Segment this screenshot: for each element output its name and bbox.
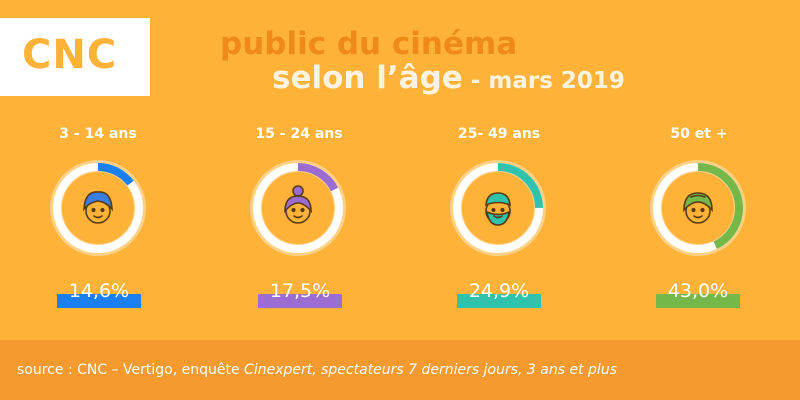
age-label-3-14: 3 - 14 ans — [59, 126, 137, 142]
pct-bar-3-14 — [57, 294, 141, 308]
chart-title-line2: selon l’âge - mars 2019 — [272, 60, 625, 96]
pct-label-15-24: 17,5% — [269, 280, 331, 302]
source-prefix: source : CNC – Vertigo, enquête — [17, 362, 245, 378]
source-text: source : CNC – Vertigo, enquête Cinexper… — [17, 362, 617, 378]
age-label-25-49: 25- 49 ans — [457, 126, 541, 142]
donut-50-plus — [650, 160, 746, 256]
young-woman-face-icon — [284, 185, 312, 224]
donut-3-14 — [50, 160, 146, 256]
bearded-man-face-icon — [485, 192, 511, 226]
age-label-50-plus: 50 et + — [670, 126, 728, 142]
pct-bar-50-plus — [656, 294, 740, 308]
cnc-logo: CNC — [0, 18, 150, 96]
source-italic: Cinexpert, spectateurs 7 derniers jours,… — [244, 362, 617, 378]
donut-arc-25-49 — [453, 163, 543, 253]
source-footer: source : CNC – Vertigo, enquête Cinexper… — [0, 340, 800, 400]
pct-label-25-49: 24,9% — [468, 280, 530, 302]
chart-title-main: selon l’âge — [272, 60, 463, 96]
pct-label-50-plus: 43,0% — [667, 280, 729, 302]
donut-charts — [50, 160, 746, 256]
donut-arc-50-plus — [653, 163, 743, 253]
pct-bar-25-49 — [457, 294, 541, 308]
child-face-icon — [83, 191, 113, 224]
pct-label-3-14: 14,6% — [68, 280, 130, 302]
age-label-15-24: 15 - 24 ans — [255, 126, 343, 142]
chart-title-line1: public du cinéma — [220, 26, 518, 62]
chart-title-date: - mars 2019 — [462, 68, 625, 94]
donut-arc-3-14 — [53, 163, 143, 253]
senior-woman-face-icon — [683, 192, 713, 224]
donut-arc-15-24 — [253, 163, 343, 253]
logo-text: CNC — [22, 32, 118, 78]
donut-15-24 — [250, 160, 346, 256]
donut-25-49 — [450, 160, 546, 256]
pct-bar-15-24 — [258, 294, 342, 308]
